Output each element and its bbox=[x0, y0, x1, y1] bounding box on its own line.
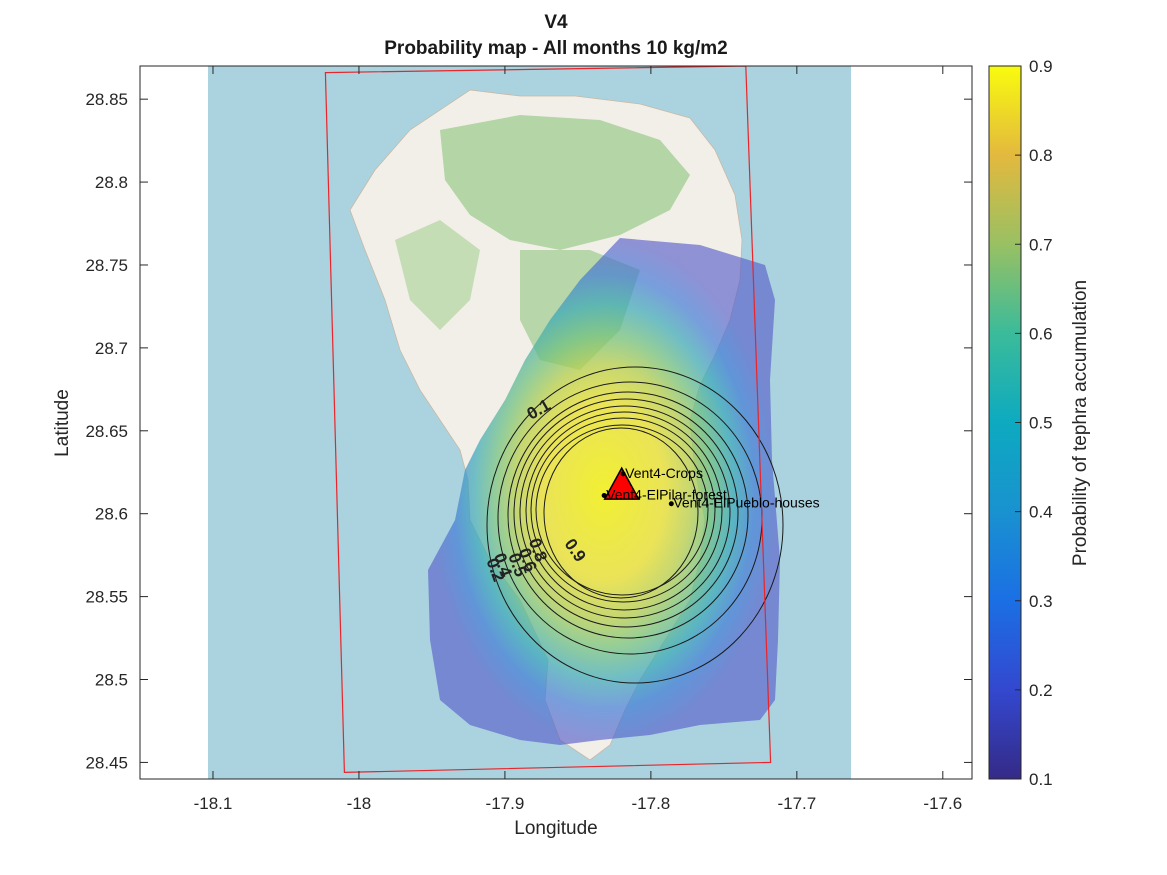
location-marker bbox=[601, 492, 607, 498]
contour-0.3 bbox=[507, 391, 749, 639]
x-tick-label: -17.9 bbox=[486, 794, 525, 813]
x-tick-label: -17.6 bbox=[923, 794, 962, 813]
contour-0.8 bbox=[535, 424, 709, 596]
colorbar-tick-label: 0.3 bbox=[1029, 592, 1053, 611]
figure-title-line2: Probability map - All months 10 kg/m2 bbox=[384, 38, 727, 59]
y-tick-label: 28.7 bbox=[95, 339, 128, 358]
y-tick-label: 28.75 bbox=[85, 256, 128, 275]
contour-0.7 bbox=[530, 417, 716, 603]
axes-frame bbox=[139, 65, 973, 780]
colorbar-tick-label: 0.6 bbox=[1029, 324, 1053, 343]
contour-0.6 bbox=[525, 411, 723, 611]
x-tick-label: -18 bbox=[347, 794, 372, 813]
colorbar-tick-label: 0.7 bbox=[1029, 235, 1053, 254]
domain-box bbox=[324, 66, 772, 774]
contour-0.4 bbox=[513, 398, 739, 628]
contour-0.1 bbox=[486, 366, 784, 684]
colorbar: 0.1 0.2 0.3 0.4 0.5 0.6 0.7 0.8 0.9 Probability … bbox=[988, 57, 1091, 789]
colorbar-tick-label: 0.5 bbox=[1029, 414, 1053, 433]
x-axis-label: Longitude bbox=[514, 818, 597, 839]
location-markers: Vent4-Crops Vent4-ElPilar-forestVent4-ElP… bbox=[601, 465, 820, 511]
x-tick-label: -17.8 bbox=[632, 794, 671, 813]
colorbar-ticks: 0.1 0.2 0.3 0.4 0.5 0.6 0.7 0.8 0.9 bbox=[1015, 57, 1053, 789]
y-tick-label: 28.65 bbox=[85, 422, 128, 441]
location-label: Vent4-ElPilar-forest bbox=[606, 486, 727, 502]
forest-area-north bbox=[440, 115, 690, 250]
contour-0.9 bbox=[543, 427, 699, 599]
plot-area: 0.10.20.40.50.60.8 0.9 Vent4-CropsVent4-E… bbox=[140, 66, 972, 779]
colorbar-tick-label: 0.9 bbox=[1029, 57, 1053, 76]
location-label: Vent4-ElPueblo-houses bbox=[673, 495, 819, 511]
contour-0.5 bbox=[519, 405, 731, 619]
x-tick-label: -18.1 bbox=[194, 794, 233, 813]
colorbar-tick-label: 0.2 bbox=[1029, 681, 1053, 700]
y-tick-label: 28.85 bbox=[85, 90, 128, 109]
colorbar-tick-label: 0.1 bbox=[1029, 770, 1053, 789]
colorbar-tick-label: 0.4 bbox=[1029, 503, 1053, 522]
y-tick-label: 28.55 bbox=[85, 588, 128, 607]
location-marker bbox=[668, 501, 674, 507]
y-tick-label: 28.5 bbox=[95, 671, 128, 690]
x-axis-ticks: -18.1 -18 -17.9 -17.8 -17.7 -17.6 bbox=[194, 66, 962, 813]
colorbar-label: Probability of tephra accumulation bbox=[1070, 280, 1091, 566]
forest-area-west bbox=[395, 220, 480, 330]
colorbar-tick-label: 0.8 bbox=[1029, 146, 1053, 165]
y-axis-ticks: 28.45 28.5 28.55 28.6 28.65 28.7 28.75 28.8 28.8… bbox=[85, 90, 972, 772]
location-marker bbox=[620, 471, 626, 477]
vent-marker bbox=[603, 466, 640, 500]
figure-title-line1: V4 bbox=[544, 12, 568, 33]
x-tick-label: -17.7 bbox=[777, 794, 816, 813]
y-tick-label: 28.8 bbox=[95, 173, 128, 192]
y-tick-label: 28.45 bbox=[85, 753, 128, 772]
y-tick-label: 28.6 bbox=[95, 505, 128, 524]
location-label: Vent4-Crops bbox=[625, 465, 703, 481]
y-axis-label: Latitude bbox=[52, 389, 73, 457]
